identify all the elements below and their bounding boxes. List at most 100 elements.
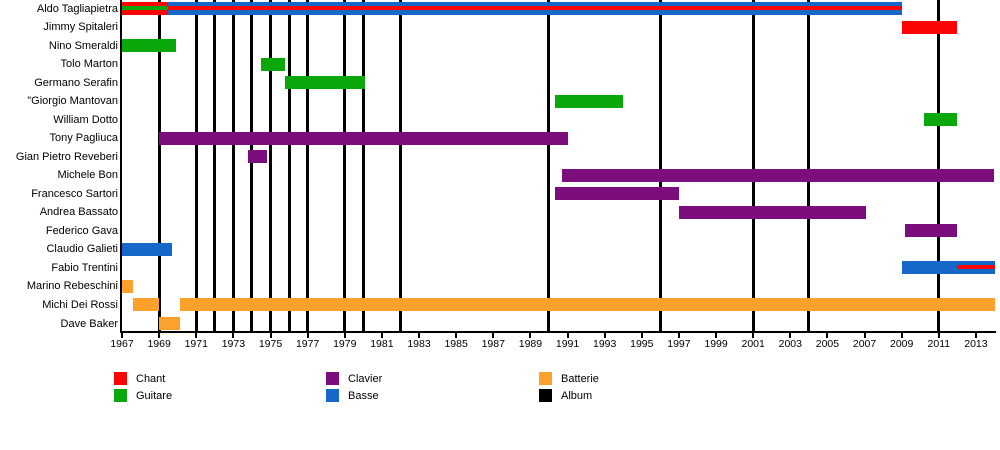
- x-axis-line: [120, 331, 996, 333]
- member-label: "Giorgio Mantovan: [27, 95, 118, 108]
- axis-tick: [158, 333, 161, 338]
- axis-tick-label: 2003: [778, 338, 802, 350]
- axis-tick: [826, 333, 829, 338]
- axis-tick: [306, 333, 309, 338]
- album-line: [213, 0, 217, 331]
- tenure-bar-guitare: [122, 39, 176, 53]
- tenure-bar-batterie: [133, 298, 160, 312]
- legend-label: Chant: [136, 372, 166, 385]
- member-label: Francesco Sartori: [31, 187, 118, 200]
- member-label: Michele Bon: [57, 169, 118, 182]
- legend-item-basse: Basse: [326, 388, 379, 403]
- axis-tick-label: 1985: [444, 338, 468, 350]
- tenure-stripe-chant: [168, 6, 902, 10]
- tenure-bar-basse: [901, 261, 995, 275]
- tenure-bar-clavier: [554, 187, 679, 201]
- member-label: William Dotto: [53, 113, 118, 126]
- legend-item-clavier: Clavier: [326, 371, 382, 386]
- axis-tick-label: 1967: [110, 338, 134, 350]
- album-line: [250, 0, 254, 331]
- member-label: Germano Serafin: [34, 76, 118, 89]
- album-line: [343, 0, 347, 331]
- axis-tick: [752, 333, 755, 338]
- axis-tick: [974, 333, 977, 338]
- tenure-bar-batterie: [179, 298, 995, 312]
- tenure-bar-guitare: [554, 94, 624, 108]
- axis-tick-label: 2013: [964, 338, 988, 350]
- member-label: Tony Pagliuca: [49, 132, 119, 145]
- axis-tick-label: 2005: [815, 338, 840, 350]
- tenure-bar-guitare: [923, 113, 958, 127]
- axis-tick: [529, 333, 532, 338]
- album-line: [231, 0, 235, 331]
- album-line: [751, 0, 755, 331]
- album-line: [361, 0, 365, 331]
- axis-tick: [492, 333, 495, 338]
- tenure-bar-chant: [901, 20, 958, 34]
- legend-swatch-guitare: [114, 389, 127, 402]
- legend-label: Guitare: [136, 389, 173, 402]
- legend-item-album: Album: [539, 388, 592, 403]
- album-line: [287, 0, 291, 331]
- axis-tick-label: 1999: [704, 338, 728, 350]
- axis-tick: [715, 333, 718, 338]
- axis-tick: [566, 333, 569, 338]
- tenure-bar-batterie: [159, 317, 180, 330]
- axis-tick-label: 2011: [927, 338, 951, 350]
- axis-tick-label: 1969: [147, 338, 171, 350]
- legend-swatch-chant: [114, 372, 127, 385]
- axis-tick-label: 1973: [221, 338, 246, 350]
- tenure-bar-guitare: [285, 76, 366, 90]
- axis-tick-label: 1993: [592, 338, 617, 350]
- legend-item-chant: Chant: [114, 371, 165, 386]
- axis-tick-label: 1979: [333, 338, 357, 350]
- axis-tick-label: 1995: [630, 338, 654, 350]
- axis-tick: [677, 333, 680, 338]
- tenure-bar-clavier: [678, 205, 867, 219]
- album-line: [306, 0, 310, 331]
- member-label: Dave Baker: [60, 317, 118, 330]
- tenure-bar-clavier: [159, 131, 568, 145]
- tenure-bar-clavier: [905, 224, 958, 238]
- member-label: Jimmy Spitaleri: [43, 21, 118, 34]
- album-line: [157, 0, 161, 331]
- legend-label: Clavier: [348, 372, 383, 385]
- axis-tick: [603, 333, 606, 338]
- album-line: [398, 0, 402, 331]
- axis-tick-label: 2007: [852, 338, 877, 350]
- axis-tick: [343, 333, 346, 338]
- legend-item-guitare: Guitare: [114, 388, 172, 403]
- legend-label: Basse: [348, 389, 379, 402]
- album-line: [547, 0, 551, 331]
- axis-tick: [380, 333, 383, 338]
- axis-tick: [937, 333, 940, 338]
- tenure-bar-basse: [168, 2, 902, 15]
- axis-tick-label: 1981: [370, 338, 394, 350]
- member-label: Federico Gava: [45, 224, 118, 237]
- legend-swatch-album: [539, 389, 552, 402]
- legend-label: Album: [561, 389, 593, 402]
- axis-tick-label: 2009: [890, 338, 914, 350]
- tenure-bar-clavier: [248, 150, 267, 164]
- member-label: Tolo Marton: [60, 58, 118, 71]
- tenure-bar-batterie: [122, 279, 134, 293]
- axis-tick-label: 1983: [407, 338, 431, 350]
- member-label: Claudio Galieti: [46, 243, 118, 256]
- axis-tick: [863, 333, 866, 338]
- legend-item-batterie: Batterie: [539, 371, 599, 386]
- axis-tick-label: 1991: [555, 338, 580, 350]
- album-line: [269, 0, 272, 331]
- album-line: [194, 0, 198, 331]
- axis-tick: [269, 333, 272, 338]
- album-line: [937, 0, 941, 331]
- axis-tick: [789, 333, 792, 338]
- axis-tick-label: 2001: [741, 338, 765, 350]
- legend-swatch-batterie: [539, 372, 552, 385]
- member-label: Nino Smeraldi: [48, 39, 118, 52]
- tenure-bar-clavier: [561, 168, 995, 182]
- axis-tick-label: 1971: [184, 338, 208, 350]
- axis-tick-label: 1997: [667, 338, 691, 350]
- legend-label: Batterie: [561, 372, 599, 385]
- axis-tick-label: 1975: [258, 338, 283, 350]
